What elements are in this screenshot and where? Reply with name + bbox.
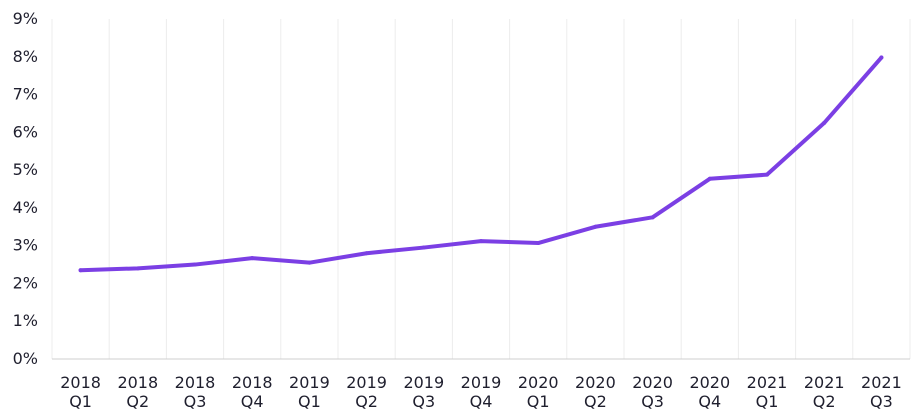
x-tick-label-quarter: Q4 <box>470 392 493 410</box>
x-tick-label-quarter: Q3 <box>184 392 207 410</box>
series-layer <box>78 55 884 273</box>
y-tick-label: 0% <box>13 349 38 368</box>
x-tick-label-quarter: Q1 <box>69 392 92 410</box>
x-tick-label-quarter: Q1 <box>756 392 779 410</box>
y-tick-label: 1% <box>13 311 38 330</box>
data-point <box>707 176 712 181</box>
x-tick-label-quarter: Q2 <box>813 392 836 410</box>
data-point <box>879 55 884 60</box>
data-point <box>479 239 483 244</box>
x-tick-label-year: 2021 <box>861 373 902 392</box>
x-tick-label-quarter: Q2 <box>355 392 378 410</box>
y-tick-label: 8% <box>13 47 38 66</box>
data-point <box>307 260 312 265</box>
data-point <box>822 120 827 125</box>
x-tick-label-year: 2018 <box>232 373 273 392</box>
data-point <box>421 245 426 250</box>
x-tick-label-quarter: Q1 <box>527 392 550 410</box>
x-tick-label-year: 2019 <box>289 373 330 392</box>
data-point <box>650 215 655 220</box>
y-tick-label: 3% <box>13 236 38 255</box>
y-tick-label: 4% <box>13 198 38 217</box>
grid-layer <box>51 19 911 359</box>
y-tick-label: 6% <box>13 122 38 141</box>
label-layer: 0%1%2%3%4%5%6%7%8%9%2018Q12018Q22018Q320… <box>13 9 902 411</box>
x-tick-label-quarter: Q2 <box>126 392 149 410</box>
x-tick-label-year: 2021 <box>804 373 845 392</box>
data-point <box>364 251 369 256</box>
x-tick-label-quarter: Q3 <box>641 392 664 410</box>
x-tick-label-year: 2019 <box>346 373 387 392</box>
x-tick-label-quarter: Q3 <box>412 392 435 410</box>
data-point <box>593 224 598 229</box>
x-tick-label-year: 2020 <box>632 373 673 392</box>
x-tick-label-quarter: Q1 <box>298 392 321 410</box>
x-tick-label-year: 2018 <box>117 373 158 392</box>
x-tick-label-year: 2018 <box>175 373 216 392</box>
x-tick-label-quarter: Q2 <box>584 392 607 410</box>
y-tick-label: 9% <box>13 9 38 28</box>
x-tick-label-year: 2019 <box>403 373 444 392</box>
x-tick-label-year: 2020 <box>575 373 616 392</box>
data-point <box>536 241 541 246</box>
x-tick-label-quarter: Q4 <box>698 392 721 410</box>
x-tick-label-year: 2019 <box>461 373 502 392</box>
x-tick-label-year: 2021 <box>747 373 788 392</box>
x-tick-label-quarter: Q4 <box>241 392 264 410</box>
y-tick-label: 7% <box>13 85 38 104</box>
data-point <box>193 262 197 267</box>
x-tick-label-year: 2020 <box>518 373 559 392</box>
x-tick-label-quarter: Q3 <box>870 392 893 410</box>
series-line <box>78 55 884 273</box>
data-point <box>250 256 255 261</box>
x-tick-label-year: 2020 <box>689 373 730 392</box>
data-point <box>765 172 769 177</box>
data-point <box>78 268 83 273</box>
y-tick-label: 2% <box>13 273 38 292</box>
x-tick-label-year: 2018 <box>60 373 101 392</box>
y-tick-label: 5% <box>13 160 38 179</box>
data-point <box>135 266 140 271</box>
